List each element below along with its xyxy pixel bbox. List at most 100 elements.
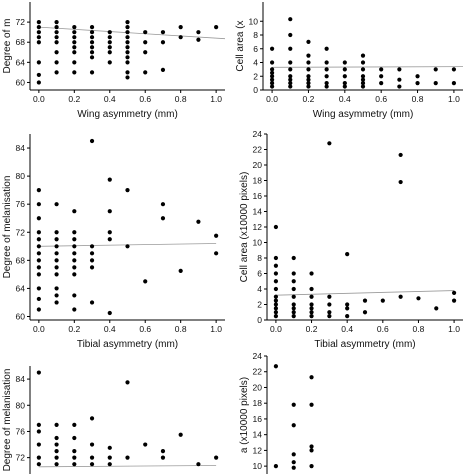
data-point xyxy=(269,74,275,79)
data-point xyxy=(269,46,275,51)
data-point xyxy=(72,455,77,460)
x-axis-title: Tibial asymmetry (mm) xyxy=(77,339,178,350)
data-point xyxy=(451,290,457,295)
data-point xyxy=(273,306,279,311)
data-point xyxy=(72,30,77,35)
data-point xyxy=(36,422,41,428)
data-point xyxy=(89,50,95,55)
data-point xyxy=(360,60,366,65)
data-point xyxy=(273,263,279,268)
data-point xyxy=(309,402,314,407)
data-point xyxy=(309,271,314,276)
data-point xyxy=(107,45,112,50)
data-point xyxy=(178,35,183,40)
x-tick-label: 0.6 xyxy=(139,94,151,104)
data-point xyxy=(143,279,148,284)
data-point xyxy=(107,237,112,242)
data-point xyxy=(291,460,296,465)
data-point xyxy=(72,258,77,263)
data-point xyxy=(54,455,59,460)
data-point xyxy=(36,265,41,270)
data-point xyxy=(125,25,130,30)
data-point xyxy=(36,307,41,312)
x-tick-label: 0.4 xyxy=(341,324,353,334)
data-point xyxy=(72,462,77,467)
data-point xyxy=(72,448,77,454)
data-point xyxy=(125,70,130,75)
y-tick-label: 6 xyxy=(257,269,262,279)
data-point xyxy=(54,60,59,65)
x-tick-label: 0.2 xyxy=(68,324,80,334)
data-point xyxy=(125,55,130,60)
data-point xyxy=(36,442,41,447)
x-tick-label: 0.6 xyxy=(139,324,151,334)
data-point xyxy=(306,39,311,44)
data-point xyxy=(273,314,279,319)
data-point xyxy=(107,30,112,35)
data-point xyxy=(54,300,59,305)
data-point xyxy=(36,251,41,256)
data-point xyxy=(398,294,403,299)
data-point xyxy=(54,272,59,277)
data-point xyxy=(309,302,314,307)
data-point xyxy=(36,25,41,30)
data-point xyxy=(54,25,59,30)
x-tick-label: 0.0 xyxy=(266,94,278,104)
data-point xyxy=(379,74,384,79)
data-point xyxy=(89,300,95,305)
data-point xyxy=(291,314,296,319)
data-point xyxy=(345,314,350,319)
data-point xyxy=(107,310,112,316)
data-point xyxy=(54,50,59,55)
data-point xyxy=(291,465,296,470)
data-point xyxy=(269,81,275,86)
y-tick-label: 64 xyxy=(16,57,26,67)
data-point xyxy=(379,81,384,86)
x-axis-title: Wing asymmetry (mm) xyxy=(313,109,414,120)
data-point xyxy=(36,72,41,78)
data-point xyxy=(89,258,95,263)
data-point xyxy=(160,30,166,35)
data-point xyxy=(54,202,59,207)
data-point xyxy=(379,67,384,72)
data-point xyxy=(214,251,219,256)
y-tick-label: 8 xyxy=(257,253,262,263)
data-point xyxy=(89,55,95,60)
y-tick-label: 4 xyxy=(257,284,262,294)
y-tick-label: 14 xyxy=(253,430,263,440)
data-point xyxy=(72,293,77,298)
data-point xyxy=(54,251,59,256)
data-point xyxy=(214,25,219,30)
x-tick-label: 0.4 xyxy=(339,94,351,104)
data-point xyxy=(54,237,59,242)
data-point xyxy=(107,462,112,467)
data-point xyxy=(72,230,77,235)
data-point xyxy=(342,60,347,65)
data-point xyxy=(306,74,311,79)
data-point xyxy=(36,30,41,35)
data-point xyxy=(125,40,130,45)
data-point xyxy=(72,35,77,40)
data-point xyxy=(291,255,296,261)
data-point xyxy=(415,74,420,79)
data-point xyxy=(36,462,41,467)
data-point xyxy=(36,35,41,40)
y-tick-label: 10 xyxy=(249,16,259,26)
data-point xyxy=(360,84,366,89)
y-axis-title: Cell area (x xyxy=(235,20,246,71)
data-point xyxy=(269,67,275,72)
data-point xyxy=(160,455,166,460)
data-point xyxy=(309,375,314,380)
data-point xyxy=(125,30,130,35)
data-point xyxy=(288,67,293,72)
data-point xyxy=(72,307,77,312)
data-point xyxy=(125,75,130,80)
x-tick-label: 0.0 xyxy=(33,94,45,104)
data-point xyxy=(327,310,332,315)
data-point xyxy=(54,20,59,25)
data-point xyxy=(327,314,332,319)
data-point xyxy=(89,416,95,421)
data-point xyxy=(36,216,41,221)
data-point xyxy=(125,50,130,55)
data-point xyxy=(36,237,41,242)
